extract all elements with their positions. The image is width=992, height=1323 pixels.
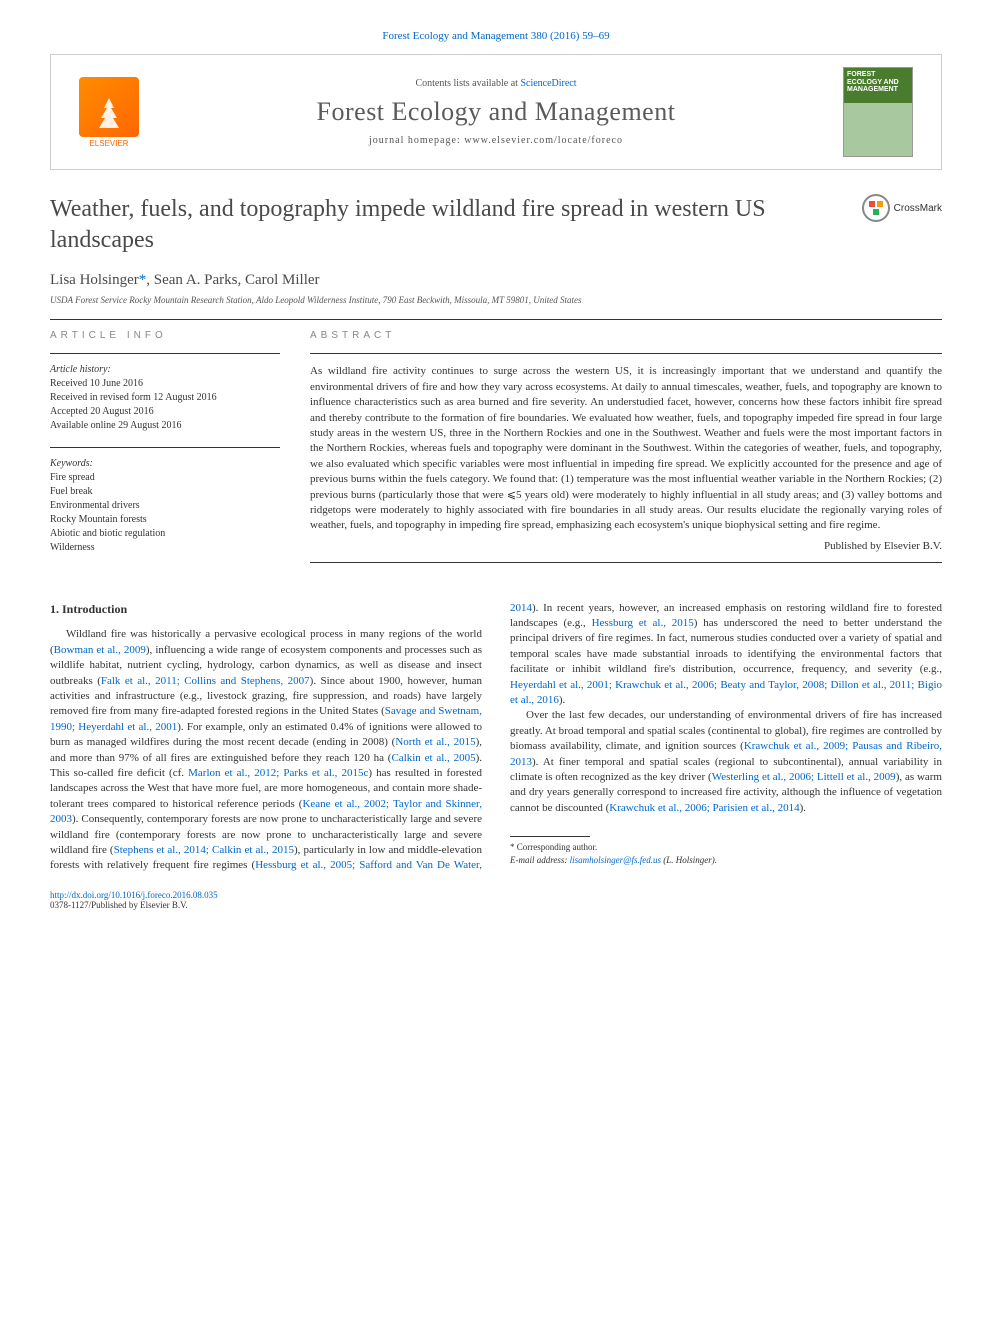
citation-link[interactable]: Krawchuk et al., 2006; Parisien et al., … [609,802,799,814]
citation-link[interactable]: Calkin et al., 2005 [391,752,475,764]
history-item: Received 10 June 2016 [50,377,280,391]
tree-icon [89,93,129,133]
crossmark-icon [862,194,890,222]
history-item: Accepted 20 August 2016 [50,405,280,419]
history-label: Article history: [50,364,280,375]
keywords-block: Keywords: Fire spread Fuel break Environ… [50,458,280,555]
abstract-divider-2 [310,562,942,563]
abstract-divider-1 [310,353,942,354]
citation-link[interactable]: Bowman et al., 2009 [54,644,146,656]
article-info-col: ARTICLE INFO Article history: Received 1… [50,330,280,572]
homepage-url[interactable]: www.elsevier.com/locate/foreco [464,135,623,146]
article-info-label: ARTICLE INFO [50,330,280,341]
history-item: Available online 29 August 2016 [50,419,280,433]
history-item: Received in revised form 12 August 2016 [50,391,280,405]
keyword-item: Fire spread [50,471,280,485]
citation-link[interactable]: Heyerdahl et al., 2001; Krawchuk et al.,… [510,679,942,706]
abstract-text: As wildland fire activity continues to s… [310,364,942,533]
crossmark-badge[interactable]: CrossMark [862,194,942,222]
publisher-logo-block: ELSEVIER [69,77,149,148]
affiliation: USDA Forest Service Rocky Mountain Resea… [50,295,942,305]
issn-line: 0378-1127/Published by Elsevier B.V. [50,900,942,910]
elsevier-tree-icon [79,77,139,137]
body-text: ). [559,694,565,706]
corresponding-footer: * Corresponding author. E-mail address: … [510,836,942,866]
author-primary: Lisa Holsinger [50,272,139,288]
history-block: Article history: Received 10 June 2016 R… [50,364,280,433]
publisher-name: ELSEVIER [89,139,128,148]
citation-link[interactable]: Stephens et al., 2014; Calkin et al., 20… [114,844,294,856]
abstract-label: ABSTRACT [310,330,942,341]
email-suffix: (L. Holsinger). [661,855,717,865]
info-abstract-row: ARTICLE INFO Article history: Received 1… [50,330,942,572]
authors-line: Lisa Holsinger*, Sean A. Parks, Carol Mi… [50,272,942,289]
contents-prefix: Contents lists available at [415,78,520,89]
info-divider-2 [50,447,280,448]
abstract-publisher: Published by Elsevier B.V. [310,540,942,552]
footer-divider [510,836,590,837]
abstract-col: ABSTRACT As wildland fire activity conti… [310,330,942,572]
journal-cover-icon: FOREST ECOLOGY AND MANAGEMENT [843,67,913,157]
sciencedirect-link[interactable]: ScienceDirect [520,78,576,89]
intro-heading: 1. Introduction [50,601,482,618]
cover-text: FOREST ECOLOGY AND MANAGEMENT [844,68,912,97]
body-text: ). [800,802,806,814]
crossmark-label: CrossMark [894,203,942,214]
body-paragraph-2: Over the last few decades, our understan… [510,708,942,816]
keyword-item: Rocky Mountain forests [50,513,280,527]
keyword-item: Abiotic and biotic regulation [50,527,280,541]
citation-link[interactable]: Marlon et al., 2012; Parks et al., 2015c [188,767,368,779]
journal-name: Forest Ecology and Management [149,97,843,127]
email-line: E-mail address: lisamholsinger@fs.fed.us… [510,854,942,867]
title-row: Weather, fuels, and topography impede wi… [50,194,942,256]
keyword-item: Environmental drivers [50,499,280,513]
homepage-line: journal homepage: www.elsevier.com/locat… [149,135,843,146]
contents-line: Contents lists available at ScienceDirec… [149,78,843,89]
divider-top [50,319,942,320]
email-label: E-mail address: [510,855,570,865]
keywords-label: Keywords: [50,458,280,469]
journal-cover-block: FOREST ECOLOGY AND MANAGEMENT [843,67,923,157]
citation-link[interactable]: Westerling et al., 2006; Littell et al.,… [712,771,896,783]
journal-reference: Forest Ecology and Management 380 (2016)… [50,30,942,42]
email-link[interactable]: lisamholsinger@fs.fed.us [570,855,661,865]
authors-rest: , Sean A. Parks, Carol Miller [146,272,319,288]
article-title: Weather, fuels, and topography impede wi… [50,194,862,256]
info-divider-1 [50,353,280,354]
keyword-item: Fuel break [50,485,280,499]
corresponding-author: * Corresponding author. [510,841,942,854]
citation-link[interactable]: Hessburg et al., 2015 [592,617,694,629]
citation-link[interactable]: Falk et al., 2011; Collins and Stephens,… [101,675,310,687]
header-center: Contents lists available at ScienceDirec… [149,78,843,146]
header-box: ELSEVIER Contents lists available at Sci… [50,54,942,170]
citation-link[interactable]: North et al., 2015 [395,736,475,748]
doi-block: http://dx.doi.org/10.1016/j.foreco.2016.… [50,890,942,910]
keyword-item: Wilderness [50,541,280,555]
doi-link[interactable]: http://dx.doi.org/10.1016/j.foreco.2016.… [50,890,218,900]
body-columns: 1. Introduction Wildland fire was histor… [50,601,942,874]
homepage-prefix: journal homepage: [369,135,464,146]
